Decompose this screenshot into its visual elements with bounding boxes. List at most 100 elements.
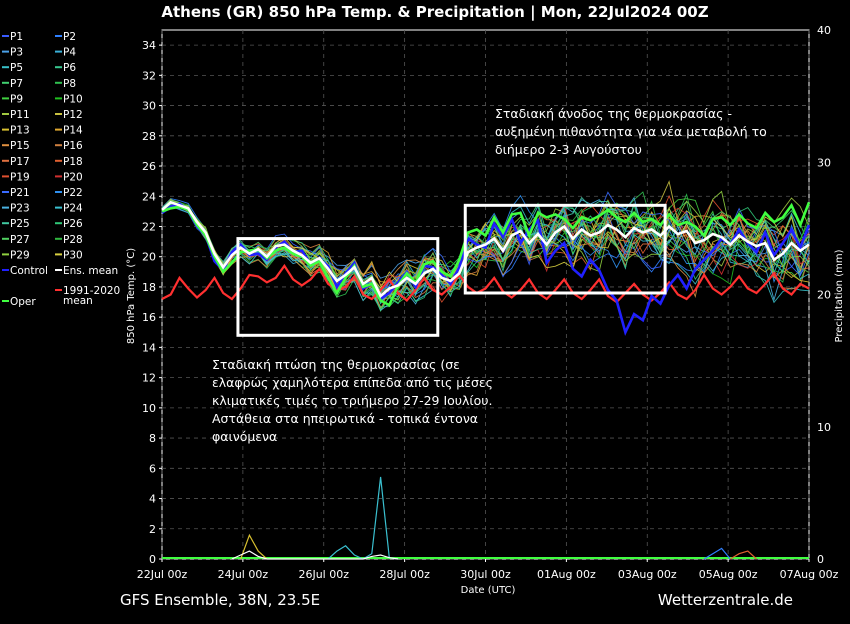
x-tick-label: 30Jul 00z — [460, 568, 511, 581]
legend-item-ens-mean: Ens. mean — [63, 265, 118, 277]
x-tick-label: 07Aug 00z — [780, 568, 839, 581]
y-tick-label: 16 — [142, 311, 156, 324]
y-tick-label: 12 — [142, 372, 156, 385]
y2-axis-label: Precipitation (mm) — [834, 249, 845, 342]
annotation-line: διήμερο 2-3 Αυγούστου — [495, 142, 642, 157]
y-tick-label: 6 — [149, 462, 156, 475]
series-line-ens-mean — [161, 200, 810, 299]
legend-item-p9: P9 — [10, 93, 23, 105]
footer-source: Wetterzentrale.de — [658, 591, 793, 609]
legend-label: P16 — [63, 140, 83, 152]
legend-item-p26: P26 — [63, 218, 83, 230]
legend-item-p17: P17 — [10, 156, 30, 168]
y-tick-label: 32 — [142, 69, 156, 82]
rise-box — [463, 203, 667, 295]
legend-label: P6 — [63, 62, 76, 74]
legend-label: Ens. mean — [63, 265, 118, 277]
x-tick-label: 26Jul 00z — [298, 568, 349, 581]
legend-label: P17 — [10, 156, 30, 168]
legend-label: Control — [10, 265, 48, 277]
x-axis: 22Jul 00z 24Jul 00z 26Jul 00z 28Jul 00z 30Ju… — [137, 559, 839, 581]
precip-line-p13 — [240, 533, 268, 560]
footer-model-info: GFS Ensemble, 38N, 23.5E — [120, 591, 320, 609]
legend-label: P10 — [63, 93, 83, 105]
legend-label: P2 — [63, 31, 76, 43]
legend-label: P29 — [10, 249, 30, 261]
y-tick-label: 18 — [142, 281, 156, 294]
legend-label: P28 — [63, 234, 83, 246]
y2-tick-label: 0 — [817, 553, 824, 566]
legend-label: Oper — [10, 296, 36, 308]
legend-label: P4 — [63, 47, 76, 59]
legend-item-p3: P3 — [10, 47, 23, 59]
series-line-oper — [161, 201, 811, 307]
legend-item-p22: P22 — [63, 187, 83, 199]
precip-line-p18 — [729, 550, 757, 560]
legend-item-p2: P2 — [63, 31, 76, 43]
y-tick-label: 26 — [142, 160, 156, 173]
precip-line-ens-mean — [231, 550, 399, 560]
legend-label: 1991-2020 — [63, 285, 120, 297]
legend-item-p29: P29 — [10, 249, 30, 261]
y-tick-label: 22 — [142, 220, 156, 233]
legend-label: P23 — [10, 203, 30, 215]
legend-item-p20: P20 — [63, 171, 83, 183]
chart-title: Athens (GR) 850 hPa Temp. & Precipitatio… — [161, 3, 708, 22]
legend-item-p25: P25 — [10, 218, 30, 230]
legend-label: P11 — [10, 109, 30, 121]
legend-item-p8: P8 — [63, 78, 76, 90]
y-tick-label: 10 — [142, 402, 156, 415]
legend-label: P15 — [10, 140, 30, 152]
legend-label: P8 — [63, 78, 76, 90]
y-tick-label: 24 — [142, 190, 156, 203]
legend-item-p23: P23 — [10, 203, 30, 215]
x-tick-label: 22Jul 00z — [137, 568, 188, 581]
legend-item-p18: P18 — [63, 156, 83, 168]
legend-item-p11: P11 — [10, 109, 30, 121]
legend-item-p6: P6 — [63, 62, 76, 74]
legend-label: P1 — [10, 31, 23, 43]
legend-label: P19 — [10, 171, 30, 183]
annotation-line: Σταδιακή άνοδος της θερμοκρασίας - — [495, 106, 732, 121]
y-tick-label: 14 — [142, 341, 156, 354]
precip-line-p24 — [327, 476, 399, 560]
y-tick-label: 2 — [149, 523, 156, 536]
precip-line-p2 — [703, 547, 731, 560]
legend-label: P26 — [63, 218, 83, 230]
series-line-p19 — [161, 194, 810, 303]
legend-item-oper: Oper — [10, 296, 36, 308]
series-line-p21 — [161, 191, 810, 292]
legend-label: P12 — [63, 109, 83, 121]
legend-item-p15: P15 — [10, 140, 30, 152]
x-tick-label: 28Jul 00z — [379, 568, 430, 581]
annotation-line: φαινόμενα — [212, 429, 277, 444]
legend-item-1991-2020-mean: 1991-2020 mean — [63, 285, 120, 307]
y2-tick-label: 30 — [817, 156, 831, 169]
legend-label: P18 — [63, 156, 83, 168]
annotation-line: Σταδιακή πτώση της θερμοκρασίας (σε — [212, 357, 460, 372]
legend-item-p7: P7 — [10, 78, 23, 90]
grid — [161, 29, 810, 560]
legend-label: P3 — [10, 47, 23, 59]
legend-label: P30 — [63, 249, 83, 261]
x-tick-label: 05Aug 00z — [699, 568, 758, 581]
precipitation-series — [162, 476, 809, 560]
legend-label: P24 — [63, 203, 83, 215]
legend-label: P5 — [10, 62, 23, 74]
legend-item-p4: P4 — [63, 47, 76, 59]
legend-item-p30: P30 — [63, 249, 83, 261]
legend-item-p28: P28 — [63, 234, 83, 246]
y-tick-label: 34 — [142, 39, 156, 52]
y2-tick-label: 20 — [817, 289, 831, 302]
legend-item-p10: P10 — [63, 93, 83, 105]
highlighted-series — [161, 200, 811, 336]
legend-label: P25 — [10, 218, 30, 230]
legend-label: P27 — [10, 234, 30, 246]
legend-label: P21 — [10, 187, 30, 199]
annotation-line: ελαφρώς χαμηλότερα επίπεδα από τις μέσες — [212, 375, 493, 390]
legend: P1 P2 P3 P4 P5 P6 P7 P8 P9 P10 P11 P12 P13 P14 P15 P16 P… — [2, 31, 120, 308]
legend-label: P9 — [10, 93, 23, 105]
legend-label: mean — [63, 295, 93, 307]
